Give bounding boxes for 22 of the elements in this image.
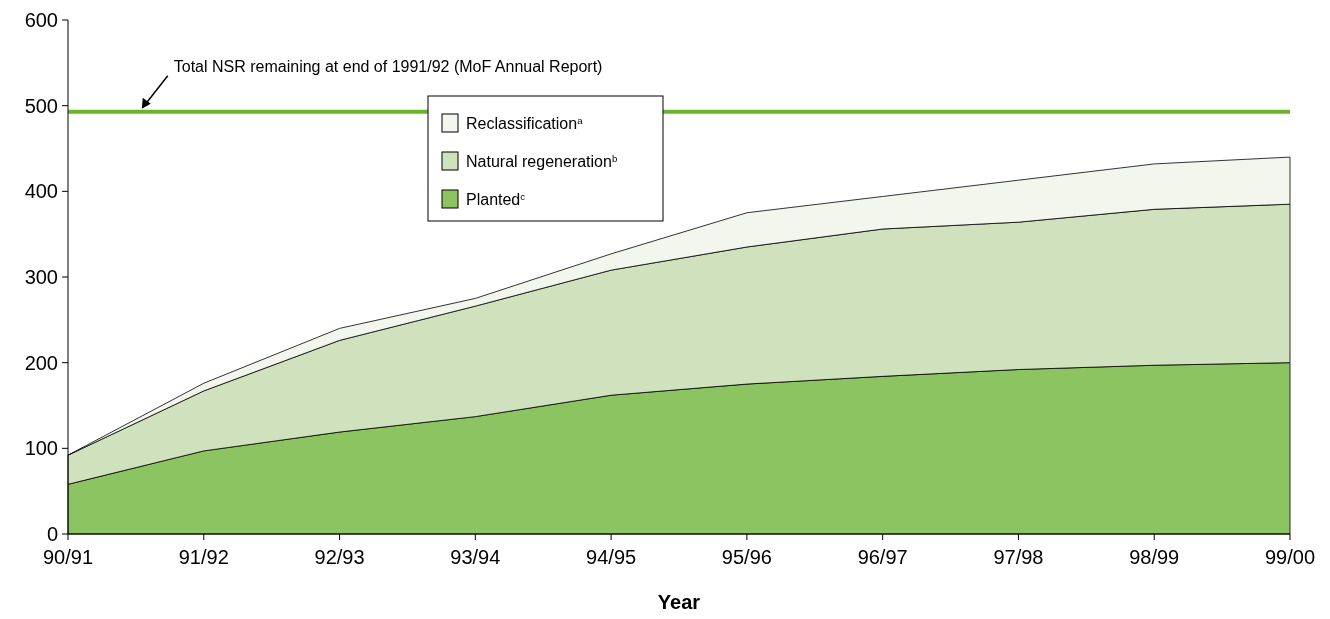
y-tick-label: 200 <box>24 351 58 374</box>
legend-label: Reclassification$^{a}$ <box>466 114 584 132</box>
x-tick-label: 96/97 <box>857 546 908 568</box>
ref-line-label: Total NSR remaining at end of 1991/92 (MoF Annual Report) <box>173 57 603 75</box>
x-tick-label: 90/91 <box>42 546 94 568</box>
y-tick-label: 0 <box>46 523 58 545</box>
x-axis-title: Year <box>657 591 701 613</box>
x-tick-label: 93/94 <box>450 546 501 568</box>
y-tick-label: 300 <box>24 266 58 288</box>
x-tick-label: 94/95 <box>586 546 637 568</box>
y-tick-label: 500 <box>24 94 58 117</box>
y-tick-label: 600 <box>24 9 58 31</box>
x-tick-label: 95/96 <box>721 546 772 568</box>
legend-label: Planted$^{c}$ <box>466 190 526 208</box>
y-tick-label: 100 <box>24 437 58 460</box>
x-tick-label: 98/99 <box>1129 546 1180 568</box>
x-tick-label: 91/92 <box>178 546 229 568</box>
x-tick-label: 99/00 <box>1264 546 1316 568</box>
legend-label: Natural regeneration$^{b}$ <box>466 152 618 170</box>
x-tick-label: 92/93 <box>314 546 365 568</box>
y-tick-label: 400 <box>24 180 58 203</box>
x-tick-label: 97/98 <box>993 546 1044 568</box>
